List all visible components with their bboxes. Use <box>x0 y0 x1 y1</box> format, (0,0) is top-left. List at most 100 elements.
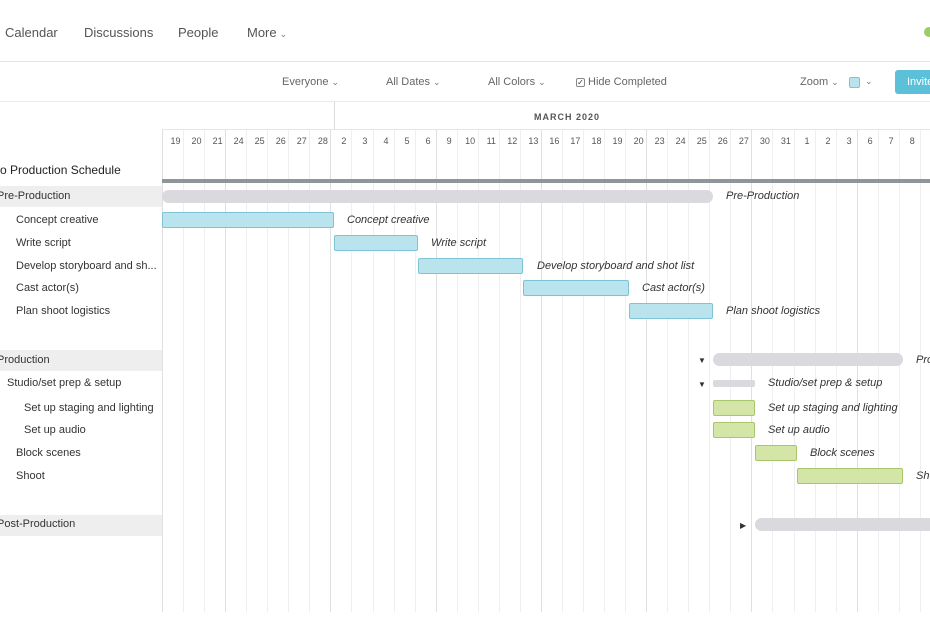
grid-line <box>309 130 310 612</box>
plan-shoot-bar-label: Plan shoot logistics <box>726 305 821 317</box>
grid-line <box>288 130 289 612</box>
grid-line <box>267 130 268 612</box>
grid-line <box>204 130 205 612</box>
group-row-background <box>0 515 162 536</box>
day-label: 8 <box>909 136 915 146</box>
hide-completed-toggle[interactable]: ✓ Hide Completed <box>576 76 667 88</box>
task-post-production[interactable]: Post-Production <box>0 518 76 530</box>
project-title: o Production Schedule <box>0 163 121 177</box>
pre-production-group-bar[interactable] <box>162 190 713 203</box>
day-label: 3 <box>846 136 852 146</box>
task-concept-creative[interactable]: Concept creative <box>16 214 99 226</box>
task-studio-setup[interactable]: Studio/set prep & setup <box>7 377 122 389</box>
avatar[interactable] <box>924 27 930 37</box>
plan-shoot-bar[interactable] <box>629 303 713 319</box>
triangle-down-icon[interactable]: ▼ <box>698 380 706 389</box>
production-group-bar[interactable] <box>713 353 903 366</box>
grid-line <box>815 130 816 612</box>
task-plan-shoot[interactable]: Plan shoot logistics <box>16 305 111 317</box>
grid-line <box>878 130 879 612</box>
task-staging-lighting[interactable]: Set up staging and lighting <box>24 402 154 414</box>
day-label: 21 <box>212 136 223 146</box>
task-audio[interactable]: Set up audio <box>24 424 86 436</box>
grid-line <box>730 130 731 612</box>
day-label: 4 <box>383 136 389 146</box>
nav-calendar[interactable]: Calendar <box>5 25 58 40</box>
day-label: 17 <box>570 136 581 146</box>
group-row-background <box>0 350 162 371</box>
grid-line <box>478 130 479 612</box>
grid-line <box>709 130 710 612</box>
nav-discussions[interactable]: Discussions <box>84 25 154 40</box>
triangle-down-icon[interactable]: ▼ <box>698 356 706 365</box>
nav-more-label: More <box>247 25 277 40</box>
month-divider <box>334 102 335 130</box>
cast-actors-bar[interactable] <box>523 280 629 296</box>
staging-lighting-bar[interactable] <box>713 400 755 416</box>
shoot-bar[interactable] <box>797 468 903 484</box>
day-label: 26 <box>275 136 286 146</box>
invite-button[interactable]: Invite <box>895 70 930 94</box>
triangle-right-icon[interactable]: ▶ <box>740 521 747 530</box>
top-navigation: Calendar Discussions People More ⌄ <box>0 0 930 62</box>
chevron-down-icon: ⌄ <box>831 77 839 87</box>
day-label: 18 <box>591 136 602 146</box>
day-label: 25 <box>696 136 707 146</box>
grid-line <box>857 130 858 612</box>
day-label: 20 <box>633 136 644 146</box>
day-label: 6 <box>867 136 873 146</box>
concept-creative-bar[interactable] <box>162 212 334 228</box>
day-label: 19 <box>612 136 623 146</box>
everyone-filter[interactable]: Everyone ⌄ <box>282 76 339 88</box>
day-label: 28 <box>317 136 328 146</box>
grid-line <box>183 130 184 612</box>
grid-line <box>772 130 773 612</box>
task-pre-production[interactable]: Pre-Production <box>0 190 71 202</box>
nav-more[interactable]: More ⌄ <box>247 25 287 40</box>
audio-bar[interactable] <box>713 422 755 438</box>
task-write-script[interactable]: Write script <box>16 237 71 249</box>
month-label: MARCH 2020 <box>534 112 601 122</box>
project-summary-bar <box>162 179 930 183</box>
task-cast-actors[interactable]: Cast actor(s) <box>16 282 79 294</box>
checkbox-checked-icon[interactable]: ✓ <box>576 78 585 87</box>
grid-line <box>457 130 458 612</box>
grid-line <box>373 130 374 612</box>
post-production-group-bar[interactable] <box>755 518 930 531</box>
nav-people[interactable]: People <box>178 25 219 40</box>
grid-line <box>920 130 921 612</box>
audio-bar-label: Set up audio <box>768 424 830 436</box>
day-label: 5 <box>404 136 410 146</box>
studio-setup-group-bar[interactable] <box>713 380 755 387</box>
grid-line <box>436 130 437 612</box>
day-label: 1 <box>804 136 810 146</box>
zoom-control[interactable]: Zoom ⌄ <box>800 76 839 88</box>
develop-storyboard-bar[interactable] <box>418 258 523 274</box>
block-scenes-bar[interactable] <box>755 445 797 461</box>
grid-line <box>499 130 500 612</box>
day-label: 10 <box>465 136 476 146</box>
day-label: 6 <box>425 136 431 146</box>
day-label: 27 <box>738 136 749 146</box>
task-production[interactable]: Production <box>0 354 50 366</box>
month-header: MARCH 2020 <box>162 102 930 130</box>
grid-line <box>667 130 668 612</box>
colors-filter[interactable]: All Colors ⌄ <box>488 76 546 88</box>
grid-line <box>330 130 331 612</box>
grid-line <box>520 130 521 612</box>
day-label: 26 <box>717 136 728 146</box>
dates-filter[interactable]: All Dates ⌄ <box>386 76 441 88</box>
grid-line <box>836 130 837 612</box>
day-label: 30 <box>759 136 770 146</box>
chevron-down-icon[interactable]: ⌄ <box>865 76 873 86</box>
chevron-down-icon: ⌄ <box>538 77 546 87</box>
color-picker[interactable] <box>849 77 860 88</box>
day-label: 2 <box>341 136 347 146</box>
task-develop-storyboard[interactable]: Develop storyboard and sh... <box>16 260 157 272</box>
write-script-bar[interactable] <box>334 235 418 251</box>
task-block-scenes[interactable]: Block scenes <box>16 447 81 459</box>
task-shoot[interactable]: Shoot <box>16 470 45 482</box>
shoot-bar-label: Sho <box>916 470 930 482</box>
production-bar-label: Pro <box>916 354 930 366</box>
grid-line <box>899 130 900 612</box>
